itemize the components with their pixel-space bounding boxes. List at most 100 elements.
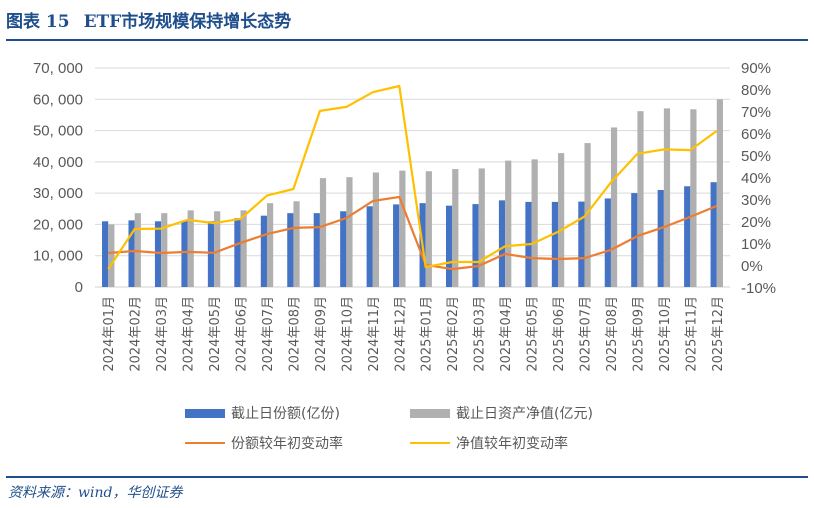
shares-bar [551,201,559,287]
shares-bar [128,220,135,287]
right-tick-label: 0% [741,258,763,275]
legend-item-shares-change: 份额较年初变动率 [185,433,410,453]
left-tick-label: 70, 000 [33,60,83,77]
x-tick-label: 2025年09月 [631,296,646,372]
right-tick-label: 60% [741,126,771,143]
figure-title: 图表 15 ETF市场规模保持增长态势 [6,4,291,34]
legend-label: 净值较年初变动率 [456,436,568,452]
legend-swatch-gray-bar [410,408,450,418]
figure-number: 图表 15 [6,11,70,32]
legend-item-nav-change: 净值较年初变动率 [410,433,655,453]
nav-bar [610,127,618,287]
x-tick-label: 2024年11月 [367,296,382,372]
shares-bar [604,198,611,287]
x-tick-label: 2024年07月 [261,296,276,372]
legend-swatch-yellow-line [410,442,450,444]
x-tick-label: 2024年02月 [129,296,144,372]
left-y-axis: 0 10, 000 20, 000 30, 000 40, 000 50, 000 60, … [33,60,83,296]
nav-bar [108,224,115,287]
shares-bar [657,190,664,287]
combo-chart: 0 10, 000 20, 000 30, 000 40, 000 50, 000 60, … [33,60,776,372]
bar-series [102,99,723,288]
legend-swatch-blue-bar [185,408,225,418]
right-tick-label: 80% [741,82,771,99]
shares-bar [578,201,585,287]
title-divider [6,39,808,41]
line-series [107,84,718,271]
legend-label: 截止日资产净值(亿元) [456,406,593,422]
x-tick-label: 2024年05月 [208,296,223,372]
nav-bar [266,203,274,287]
nav-bar [637,111,644,287]
shares-bar [366,206,373,287]
x-tick-label: 2024年03月 [155,296,170,372]
x-tick-label: 2024年08月 [287,296,302,372]
nav-bar [558,153,565,287]
x-tick-label: 2025年02月 [446,296,461,372]
x-tick-label: 2024年01月 [102,296,117,372]
legend-swatch-orange-line [185,442,225,444]
left-tick-label: 50, 000 [33,123,83,140]
shares-bar [154,221,162,287]
nav-bar [425,171,432,287]
x-tick-label: 2024年10月 [340,296,355,372]
right-tick-label: 30% [741,192,771,209]
left-tick-label: 40, 000 [33,154,83,171]
shares-bar [631,193,638,287]
right-tick-label: 40% [741,170,771,187]
shares-bar [234,218,241,287]
nav-bar [240,210,247,287]
right-tick-label: 20% [741,214,771,231]
shares-bar [102,221,109,287]
x-tick-label: 2025年01月 [420,296,435,372]
right-tick-label: 10% [741,236,771,253]
nav-bar [346,177,353,287]
source-note: 资料来源：wind，华创证券 [8,485,183,501]
legend-item-nav: 截止日资产净值(亿元) [410,403,655,423]
x-tick-label: 2024年09月 [314,296,329,372]
x-tick-label: 2025年04月 [499,296,514,372]
legend-label: 份额较年初变动率 [231,436,343,452]
nav-bar [134,213,141,287]
nav-bar [399,170,406,287]
x-tick-label: 2024年12月 [393,296,408,372]
nav-bar [505,160,512,287]
shares-bar [498,200,506,287]
nav-bar [716,99,723,288]
x-tick-label: 2024年06月 [235,296,250,372]
left-tick-label: 20, 000 [33,216,83,233]
legend-label: 截止日份额(亿份) [231,406,340,422]
right-tick-label: -10% [741,280,776,297]
nav-bar [478,168,485,287]
right-y-axis: -10% 0% 10% 20% 30% 40% 50% 60% 70% 80% 90% [741,60,776,297]
nav-bar [663,108,671,287]
x-tick-label: 2025年06月 [552,296,567,372]
x-tick-label: 2025年08月 [605,296,620,372]
x-tick-label: 2025年05月 [526,296,541,372]
left-tick-label: 30, 000 [33,185,83,202]
nav-bar [584,143,591,287]
shares-bar [260,215,267,287]
shares-bar [684,186,691,287]
x-tick-label: 2025年07月 [578,296,593,372]
x-tick-label: 2025年10月 [658,296,673,372]
gridlines [95,67,730,288]
shares-bar [181,220,188,287]
shares-bar [287,213,294,287]
x-tick-label: 2025年03月 [473,296,488,372]
right-tick-label: 50% [741,148,771,165]
left-tick-label: 60, 000 [33,91,83,108]
nav-bar [531,159,538,287]
right-tick-label: 90% [741,60,771,77]
nav-bar [187,210,194,287]
shares-change-line [108,195,718,271]
nav-bar [293,201,300,287]
nav-bar [372,172,380,287]
shares-bar [393,204,400,287]
legend-item-shares: 截止日份额(亿份) [185,403,410,423]
chart-title: ETF市场规模保持增长态势 [83,11,292,32]
nav-bar [214,211,221,287]
footer-divider [6,476,808,478]
nav-bar [452,169,459,287]
nav-bar [690,109,697,287]
